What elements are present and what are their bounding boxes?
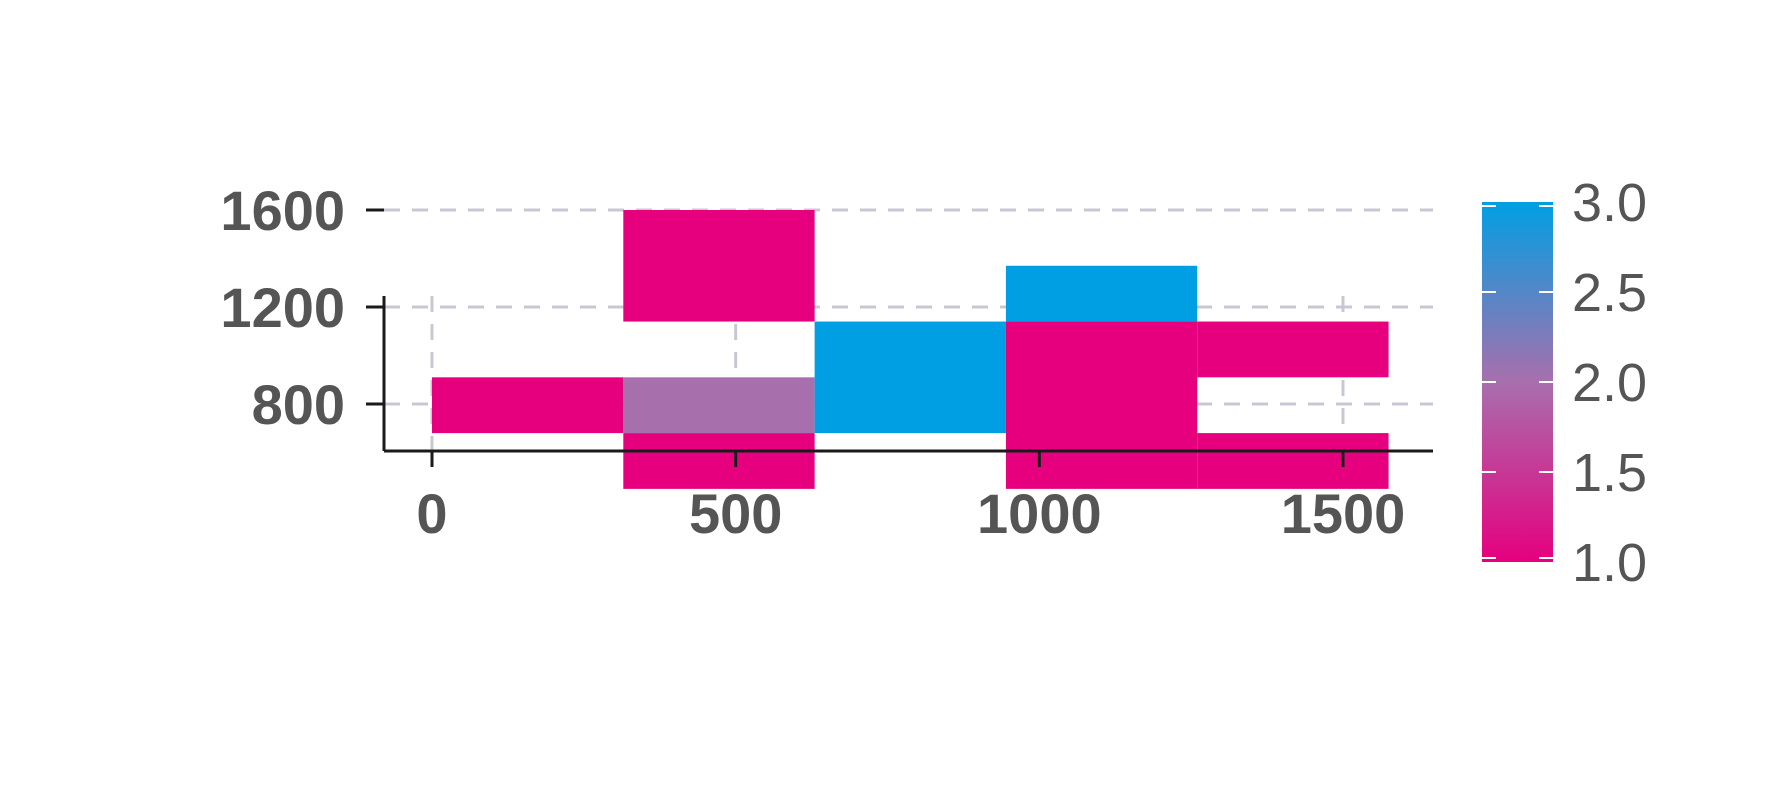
x-tick-label: 0 xyxy=(416,482,447,545)
colorbar-label: 3.0 xyxy=(1572,173,1647,233)
y-tick-label: 1200 xyxy=(220,276,345,339)
heatmap-cell xyxy=(814,321,1006,434)
y-tick-labels: 800 1200 1600 xyxy=(220,179,345,436)
x-tick-label: 1500 xyxy=(1281,482,1406,545)
heatmap-cell xyxy=(623,433,815,489)
y-tick-label: 800 xyxy=(252,373,345,436)
colorbar-label: 1.5 xyxy=(1572,443,1647,503)
heatmap-cell xyxy=(1005,321,1198,489)
y-tick-label: 1600 xyxy=(220,179,345,242)
tick-marks xyxy=(366,208,1345,467)
colorbar-label: 1.0 xyxy=(1572,533,1647,593)
heatmap-cell xyxy=(623,377,815,434)
heatmap-cells xyxy=(432,210,1389,489)
heatmap-cell xyxy=(1005,265,1198,322)
heatmap-cell xyxy=(1197,433,1389,489)
heatmap-cell xyxy=(623,210,815,322)
heatmap-cell xyxy=(1197,321,1389,378)
axes xyxy=(382,296,1433,453)
colorbar-label: 2.5 xyxy=(1572,263,1647,323)
colorbar-ticks xyxy=(1482,205,1553,559)
x-tick-label: 500 xyxy=(689,482,782,545)
x-tick-label: 1000 xyxy=(977,482,1102,545)
colorbar: 1.0 1.5 2.0 2.5 3.0 xyxy=(1482,173,1647,593)
x-tick-labels: 0 500 1000 1500 xyxy=(416,482,1405,545)
heatmap-cell xyxy=(432,377,624,434)
colorbar-label: 2.0 xyxy=(1572,353,1647,413)
